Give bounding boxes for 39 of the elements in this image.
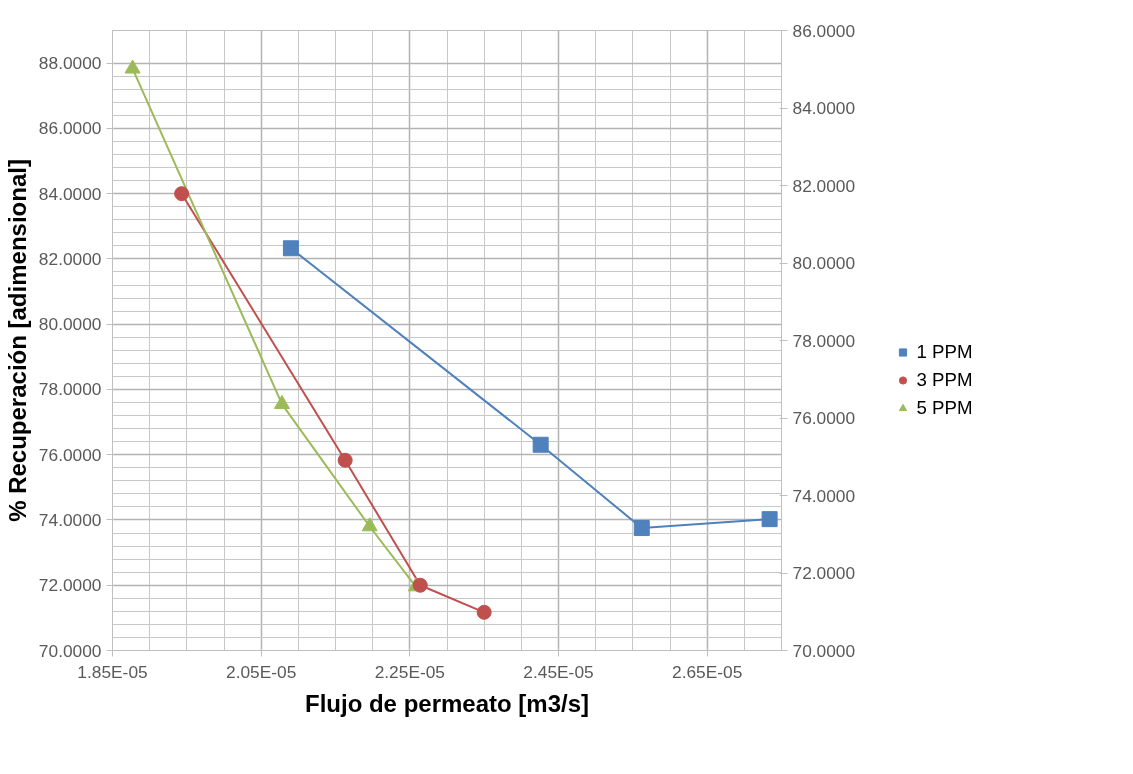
x-axis-title: Flujo de permeato [m3/s]: [304, 689, 590, 717]
x-tick-label: 2.45E-05: [523, 661, 594, 682]
y-tick-label: 78.0000: [38, 379, 102, 400]
point: [412, 577, 428, 593]
y-tick-label: 84.0000: [38, 183, 102, 204]
y2-tick-label: 82.0000: [792, 175, 856, 196]
y-tick-label: 70.0000: [38, 640, 102, 661]
point: [633, 520, 650, 537]
y-tick-label: 88.0000: [38, 53, 102, 74]
y-tick-label: 80.0000: [38, 314, 102, 335]
y2-tick-label: 76.0000: [792, 408, 856, 428]
y-tick-label: 74.0000: [38, 509, 102, 530]
point: [273, 394, 290, 409]
point: [282, 240, 299, 257]
legend-label: 3 PPM: [916, 369, 973, 391]
y2-tick-label: 84.0000: [792, 98, 856, 118]
x-tick-label: 2.65E-05: [672, 661, 743, 682]
y2-tick-label: 78.0000: [792, 330, 856, 351]
point: [761, 511, 778, 528]
point: [532, 436, 549, 453]
y2-tick-label: 80.0000: [792, 253, 856, 273]
point: [476, 604, 492, 620]
point: [361, 517, 378, 532]
legend-label: 1 PPM: [916, 341, 973, 363]
y-tick-label: 86.0000: [38, 118, 102, 139]
y-tick-label: 76.0000: [38, 444, 102, 465]
y-axis-title: % Recuperación [adimensional]: [3, 159, 31, 522]
y2-tick-label: 70.0000: [792, 640, 856, 661]
x-tick-label: 2.25E-05: [374, 661, 445, 682]
y-tick-label: 72.0000: [38, 575, 102, 596]
point: [337, 452, 353, 468]
x-tick-label: 2.05E-05: [226, 661, 297, 682]
y-tick-label: 82.0000: [38, 248, 102, 269]
y2-tick-label: 86.0000: [792, 20, 856, 41]
x-tick-label: 1.85E-05: [77, 661, 148, 682]
legend-label: 5 PPM: [916, 397, 973, 419]
y2-tick-label: 74.0000: [792, 485, 856, 506]
point: [124, 59, 141, 74]
y2-tick-label: 72.0000: [792, 563, 856, 583]
